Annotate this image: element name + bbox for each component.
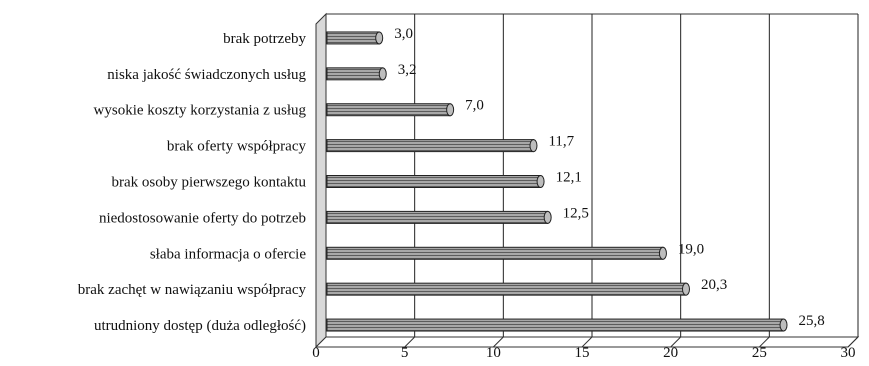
data-label: 7,0 [465,98,484,114]
bar-cap [378,67,387,81]
data-label: 19,0 [678,241,704,257]
category-label: niedostosowanie oferty do potrzeb [99,210,306,226]
x-tick-label: 0 [312,345,320,361]
data-label: 11,7 [548,134,574,150]
bar [326,246,664,260]
side-wall [315,12,327,349]
x-tick-label: 20 [663,345,678,361]
data-label: 12,5 [563,205,589,221]
data-label: 3,0 [394,26,413,42]
bar [326,282,687,296]
floor-gridline [758,336,770,348]
bar-cap [536,175,545,188]
x-tick-label: 15 [575,345,590,361]
category-label: brak osoby pierwszego kontaktu [111,175,306,191]
labels: 0 5 10 15 20 25 30 brak potrzeby 3,0 niska jakość… [78,26,856,361]
bar-cap [658,246,667,260]
data-label: 20,3 [701,277,727,293]
x-tick-label: 25 [752,345,767,361]
category-label: niska jakość świadczonych usług [107,67,306,83]
bar [326,31,380,45]
x-tick-label: 10 [486,345,501,361]
floor-gridline [581,336,593,348]
bar-cap [375,31,384,45]
data-label: 3,2 [398,62,417,78]
category-label: słaba informacja o ofercie [150,246,307,262]
floor-gridline [847,336,859,348]
bar [326,103,451,117]
bar-cap [529,139,538,153]
bars [326,31,788,332]
bar-cap [543,210,552,224]
bar [326,67,384,81]
bar [326,318,785,332]
x-tick-label: 5 [401,345,409,361]
bar [326,210,549,224]
category-label: wysokie koszty korzystania z usług [94,103,307,119]
data-label: 12,1 [556,170,582,186]
floor-gridline [670,336,682,348]
bar-cap [446,103,455,117]
category-label: brak potrzeby [223,31,306,47]
category-label: brak zachęt w nawiązaniu współpracy [78,282,307,298]
bar-cap [681,282,690,296]
floor-gridline [404,336,416,348]
category-label: brak oferty współpracy [167,139,307,155]
x-tick-label: 30 [841,345,856,361]
floor-gridline [492,336,504,348]
category-label: utrudniony dostęp (duża odległość) [94,318,306,334]
bar-cap [779,318,788,332]
data-label: 25,8 [799,313,825,329]
bar [326,139,534,153]
bar [326,175,542,188]
